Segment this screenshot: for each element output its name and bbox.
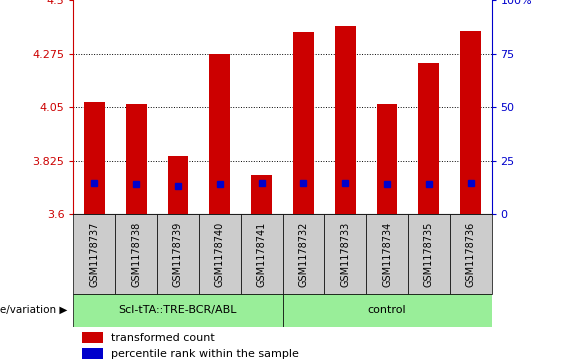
Text: GSM1178740: GSM1178740 (215, 221, 225, 287)
FancyBboxPatch shape (157, 214, 199, 294)
Bar (82, 348, 103, 359)
Bar (377, 103, 398, 214)
Bar (460, 31, 481, 214)
Text: GSM1178732: GSM1178732 (298, 221, 308, 287)
Bar (167, 156, 189, 214)
Text: control: control (368, 305, 406, 315)
Text: GSM1178734: GSM1178734 (382, 221, 392, 287)
Bar (209, 53, 231, 214)
Text: GSM1178739: GSM1178739 (173, 221, 183, 287)
FancyBboxPatch shape (115, 214, 157, 294)
Bar (251, 175, 272, 214)
Text: percentile rank within the sample: percentile rank within the sample (111, 349, 299, 359)
Text: GSM1178735: GSM1178735 (424, 221, 434, 287)
Text: GSM1178736: GSM1178736 (466, 221, 476, 287)
FancyBboxPatch shape (73, 214, 115, 294)
Bar (82, 332, 103, 343)
FancyBboxPatch shape (450, 214, 492, 294)
Bar (125, 103, 147, 214)
Bar (418, 63, 440, 214)
Text: GSM1178738: GSM1178738 (131, 221, 141, 287)
FancyBboxPatch shape (366, 214, 408, 294)
Text: GSM1178741: GSM1178741 (257, 221, 267, 287)
FancyBboxPatch shape (324, 214, 366, 294)
FancyBboxPatch shape (282, 294, 492, 327)
Text: GSM1178737: GSM1178737 (89, 221, 99, 287)
FancyBboxPatch shape (241, 214, 282, 294)
Text: Scl-tTA::TRE-BCR/ABL: Scl-tTA::TRE-BCR/ABL (119, 305, 237, 315)
FancyBboxPatch shape (408, 214, 450, 294)
Text: genotype/variation ▶: genotype/variation ▶ (0, 305, 68, 315)
FancyBboxPatch shape (199, 214, 241, 294)
FancyBboxPatch shape (282, 214, 324, 294)
Text: transformed count: transformed count (111, 333, 215, 343)
Bar (84, 102, 105, 214)
FancyBboxPatch shape (73, 294, 282, 327)
Bar (293, 32, 314, 214)
Text: GSM1178733: GSM1178733 (340, 221, 350, 287)
Bar (334, 26, 356, 214)
